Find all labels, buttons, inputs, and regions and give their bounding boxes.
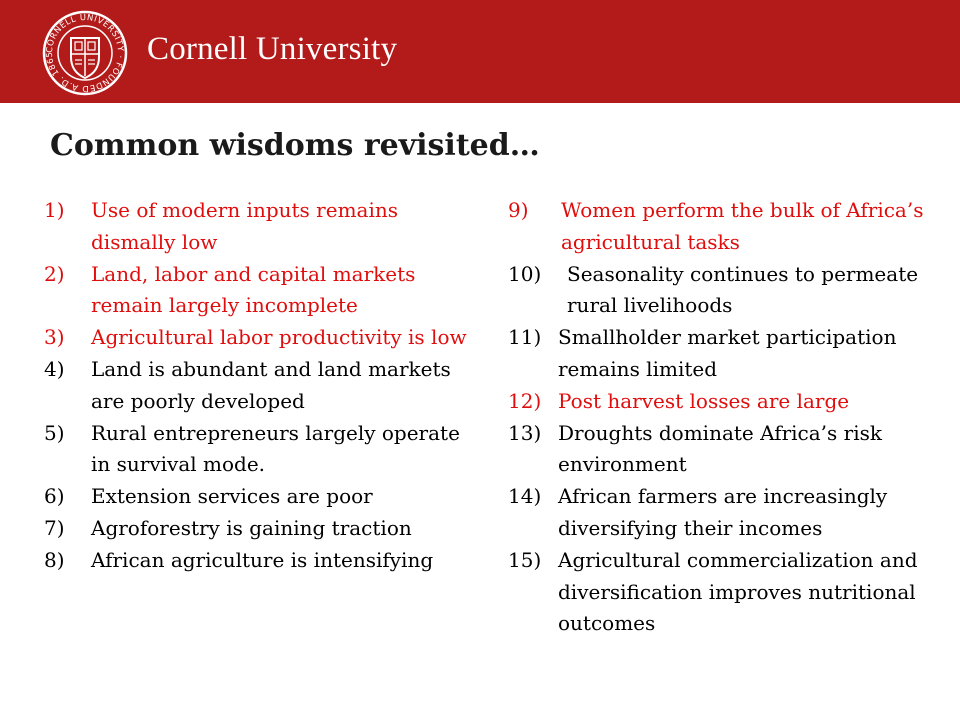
cornell-seal-icon: CORNELL UNIVERSITY · FOUNDED A.D. 1865 [42, 10, 128, 96]
item-text: Droughts dominate Africa’s risk environm… [558, 420, 882, 477]
item-text: Women perform the bulk of Africa’s agric… [561, 198, 924, 254]
list-item: 15) Agricultural commercialization and di… [508, 545, 948, 640]
item-text: Seasonality continues to permeate rural … [567, 261, 919, 318]
item-text: African farmers are increasingly diversi… [558, 484, 888, 540]
list-item: 8) African agriculture is intensifying [44, 545, 484, 577]
slide-title: Common wisdoms revisited… [50, 128, 540, 163]
list-item: 4) Land is abundant and land markets are … [44, 354, 484, 418]
item-number: 1) [44, 198, 65, 222]
item-text: Agroforestry is gaining traction [91, 515, 412, 540]
list-item: 5) Rural entrepreneurs largely operate in… [44, 418, 484, 482]
item-text: Land is abundant and land markets are po… [91, 356, 451, 413]
item-number: 6) [44, 484, 65, 509]
brand-name: Cornell University [147, 31, 398, 67]
item-number: 7) [44, 515, 65, 540]
item-number: 13) [508, 420, 542, 445]
item-text: Smallholder market participation remains… [558, 325, 897, 381]
list-item: 6) Extension services are poor [44, 481, 484, 513]
item-number: 10) [508, 261, 542, 286]
item-number: 12) [508, 388, 542, 413]
list-item: 13) Droughts dominate Africa’s risk envir… [508, 418, 948, 482]
header-banner: CORNELL UNIVERSITY · FOUNDED A.D. 1865 C… [0, 0, 960, 103]
item-number: 14) [508, 484, 542, 509]
item-text: Use of modern inputs remains dismally lo… [91, 198, 399, 254]
list-item: 11) Smallholder market participation rema… [508, 322, 948, 386]
item-number: 15) [508, 547, 542, 572]
list-item: 14) African farmers are increasingly dive… [508, 481, 948, 545]
list-item: 2) Land, labor and capital markets remain… [44, 259, 484, 323]
item-number: 5) [44, 420, 65, 445]
item-text: Post harvest losses are large [558, 388, 850, 413]
item-text: Extension services are poor [91, 484, 373, 509]
left-list: 1) Use of modern inputs remains dismally … [44, 195, 484, 577]
list-item: 7) Agroforestry is gaining traction [44, 513, 484, 545]
list-item: 3) Agricultural labor productivity is low [44, 322, 484, 354]
item-text: Land, labor and capital markets remain l… [91, 261, 416, 318]
item-number: 3) [44, 325, 65, 350]
item-number: 4) [44, 356, 65, 381]
item-text: Agricultural commercialization and diver… [558, 547, 918, 636]
list-item: 1) Use of modern inputs remains dismally … [44, 195, 484, 259]
list-item: 9) Women perform the bulk of Africa’s agr… [508, 195, 948, 259]
item-text: African agriculture is intensifying [91, 547, 434, 572]
item-text: Agricultural labor productivity is low [91, 325, 467, 350]
list-item: 10) Seasonality continues to permeate rur… [508, 259, 948, 323]
right-list: 9) Women perform the bulk of Africa’s agr… [508, 195, 948, 640]
list-item: 12) Post harvest losses are large [508, 386, 948, 418]
item-number: 2) [44, 261, 65, 286]
item-text: Rural entrepreneurs largely operate in s… [91, 420, 460, 477]
item-number: 11) [508, 325, 542, 350]
item-number: 8) [44, 547, 65, 572]
item-number: 9) [508, 198, 529, 222]
